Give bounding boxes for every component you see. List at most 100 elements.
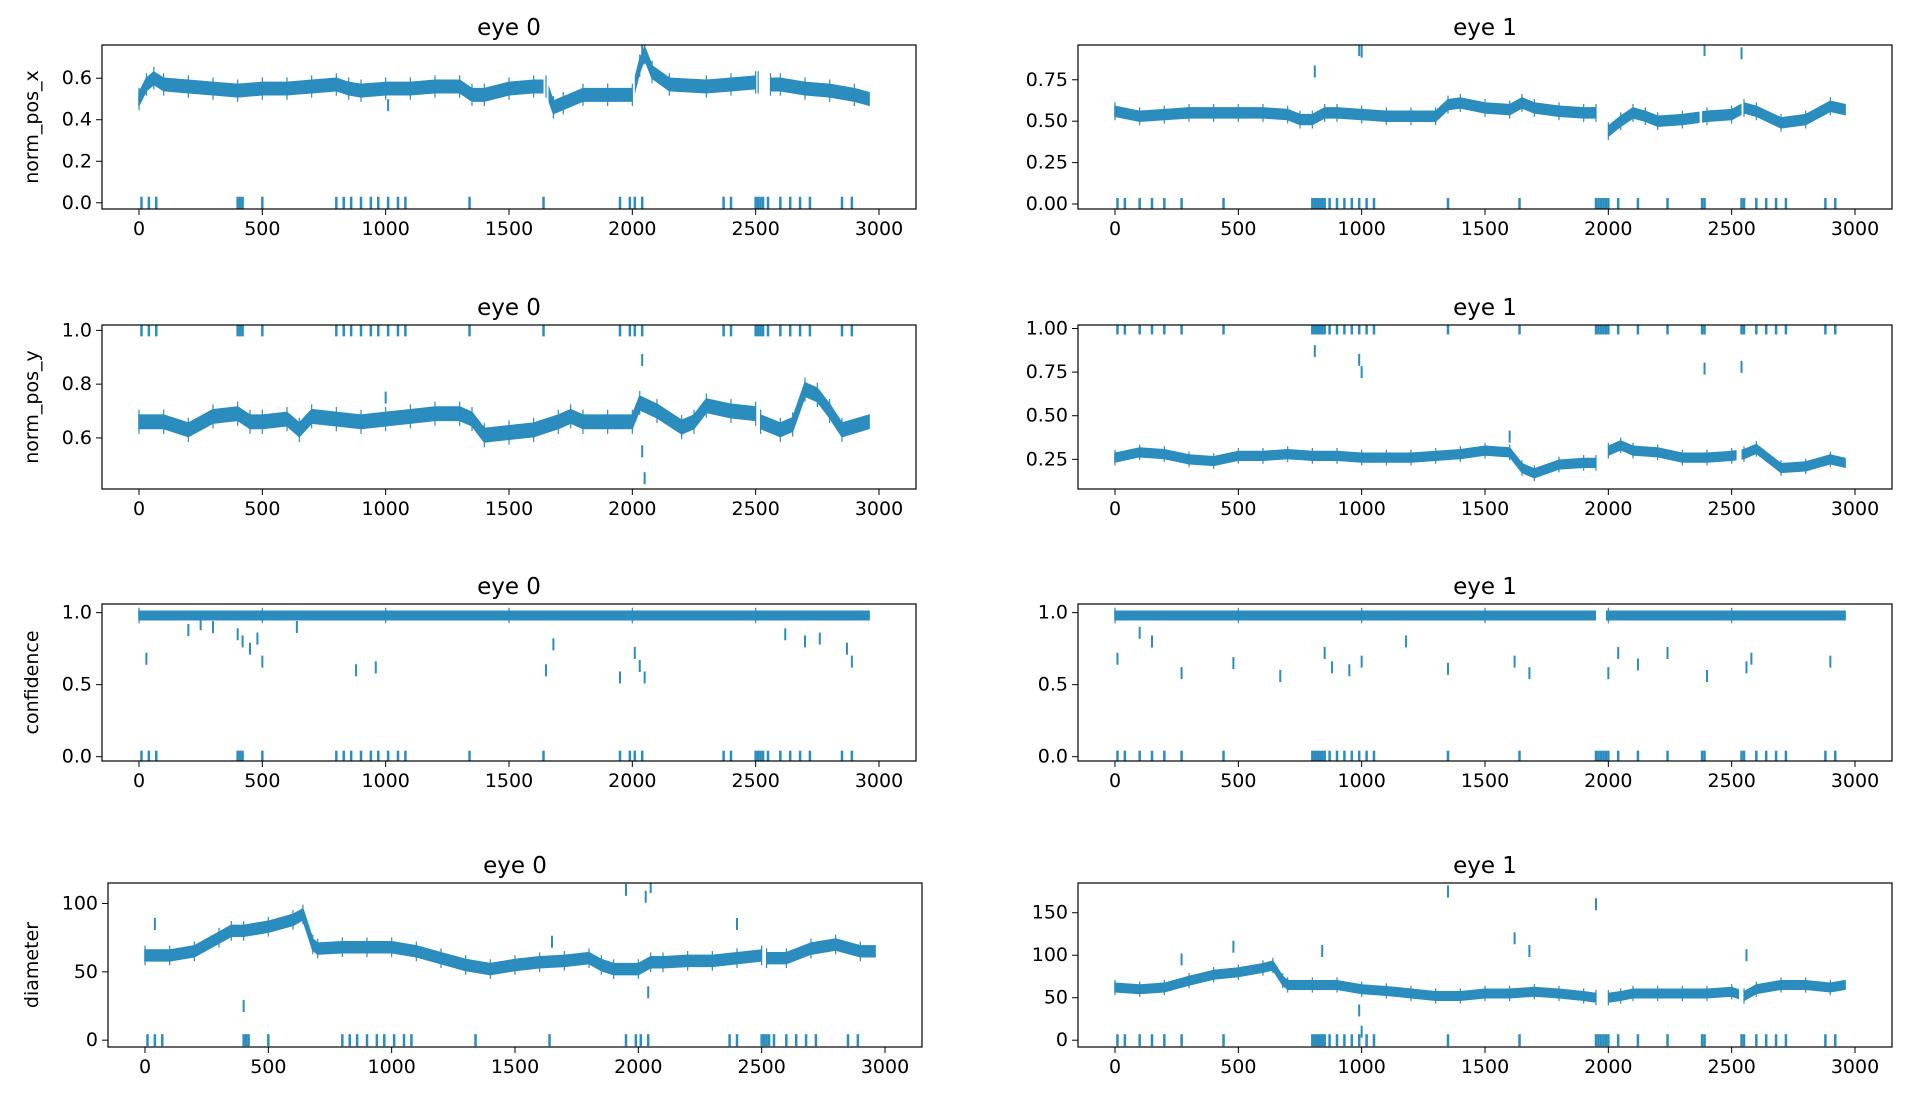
- plot-area: [1114, 325, 1846, 489]
- subplot-1: 0 500 1000 1500 2000 2500 3000 0.00 0.25 0.50 0.75…: [1026, 15, 1893, 240]
- subplot-title: eye 1: [1453, 15, 1517, 41]
- x-tick-label: 500: [244, 218, 280, 240]
- x-tick-label: 1000: [361, 218, 409, 240]
- x-tick-label: 1000: [361, 498, 409, 520]
- series-band: [1114, 97, 1846, 138]
- series-gap: [755, 362, 761, 463]
- series-band: [1114, 960, 1846, 1003]
- y-tick-label: 1.00: [1026, 317, 1068, 339]
- subplot-title: eye 1: [1453, 853, 1517, 879]
- series-gap: [632, 45, 635, 133]
- x-tick-label: 2000: [1584, 770, 1632, 792]
- y-tick-label: 0.50: [1026, 110, 1068, 132]
- series-band: [138, 610, 870, 621]
- x-tick-label: 1000: [1337, 770, 1385, 792]
- x-tick-label: 0: [133, 498, 145, 520]
- series-band: [144, 907, 876, 976]
- x-tick-label: 1500: [1461, 1056, 1509, 1078]
- x-tick-label: 2000: [608, 498, 656, 520]
- series-gap: [761, 892, 767, 991]
- series-gap: [1699, 83, 1703, 152]
- axes-frame: [1077, 603, 1893, 762]
- y-tick-label: 0.0: [1038, 746, 1068, 768]
- x-tick-label: 3000: [1831, 770, 1879, 792]
- y-tick-label: 150: [1032, 902, 1068, 924]
- subplot-0: 0 500 1000 1500 2000 2500 3000 0.0 0.2 0.4 0.6 eye …: [21, 15, 917, 240]
- series-band: [1114, 440, 1846, 479]
- axes-frame: [1077, 44, 1893, 210]
- y-tick-label: 0.25: [1026, 448, 1068, 470]
- series-gap: [1596, 427, 1609, 489]
- x-tick-label: 0: [133, 218, 145, 240]
- x-tick-label: 1500: [1461, 770, 1509, 792]
- y-tick-label: 1.0: [62, 602, 92, 624]
- series-band: [138, 45, 870, 115]
- y-tick-label: 0.8: [62, 373, 92, 395]
- plot-area: [1114, 885, 1846, 1047]
- y-tick-label: 0.2: [62, 150, 92, 172]
- series-band: [1114, 610, 1846, 621]
- y-tick-label: 0.6: [62, 67, 92, 89]
- x-tick-label: 2500: [737, 1056, 785, 1078]
- x-tick-label: 0: [133, 770, 145, 792]
- x-tick-label: 1500: [485, 770, 533, 792]
- y-tick-label: 1.0: [1038, 602, 1068, 624]
- x-tick-label: 2500: [1707, 498, 1755, 520]
- x-tick-label: 3000: [855, 770, 903, 792]
- y-tick-label: 0.5: [62, 674, 92, 696]
- y-axis-label: confidence: [21, 630, 43, 734]
- x-tick-label: 3000: [1831, 218, 1879, 240]
- subplot-title: eye 1: [1453, 295, 1517, 321]
- plot-area: [1114, 604, 1846, 761]
- plot-area: [144, 883, 876, 1047]
- subplot-4: 0 500 1000 1500 2000 2500 3000 0.0 0.5 1.0 eye 0 co…: [21, 574, 917, 792]
- x-tick-label: 0: [1109, 218, 1121, 240]
- series-gap: [1596, 948, 1609, 1015]
- axes-frame: [101, 603, 917, 762]
- y-tick-label: 0.75: [1026, 69, 1068, 91]
- y-tick-label: 0.00: [1026, 193, 1068, 215]
- x-tick-label: 500: [1220, 498, 1256, 520]
- x-tick-label: 2000: [608, 218, 656, 240]
- x-tick-label: 0: [1109, 1056, 1121, 1078]
- x-tick-label: 1000: [361, 770, 409, 792]
- x-tick-label: 1000: [1337, 1056, 1385, 1078]
- series-band: [138, 381, 870, 443]
- x-tick-label: 3000: [855, 218, 903, 240]
- y-axis-label: norm_pos_x: [21, 70, 43, 183]
- x-tick-label: 1500: [485, 498, 533, 520]
- x-tick-label: 1000: [1337, 498, 1385, 520]
- x-tick-label: 2000: [614, 1056, 662, 1078]
- y-axis-label: diameter: [21, 922, 43, 1008]
- y-tick-label: 0.6: [62, 427, 92, 449]
- subplot-title: eye 0: [477, 295, 541, 321]
- subplot-3: 0 500 1000 1500 2000 2500 3000 0.25 0.50 0.75 1.00…: [1026, 295, 1893, 520]
- y-tick-label: 0: [86, 1029, 98, 1051]
- x-tick-label: 500: [1220, 770, 1256, 792]
- subplot-5: 0 500 1000 1500 2000 2500 3000 0.0 0.5 1.0 eye 1: [1038, 574, 1893, 792]
- x-tick-label: 3000: [861, 1056, 909, 1078]
- x-tick-label: 2500: [1707, 1056, 1755, 1078]
- x-tick-label: 2000: [1584, 498, 1632, 520]
- y-tick-label: 100: [62, 893, 98, 915]
- plot-area: [138, 607, 870, 761]
- series-gap: [1739, 948, 1744, 1015]
- y-tick-label: 0.4: [62, 109, 92, 131]
- x-tick-label: 2000: [1584, 1056, 1632, 1078]
- x-tick-label: 1000: [367, 1056, 415, 1078]
- y-tick-label: 1.0: [62, 319, 92, 341]
- x-tick-label: 2500: [731, 498, 779, 520]
- x-tick-label: 3000: [855, 498, 903, 520]
- series-gap: [1596, 83, 1609, 152]
- x-tick-label: 500: [244, 770, 280, 792]
- subplot-title: eye 0: [477, 15, 541, 41]
- y-axis-label: norm_pos_y: [21, 350, 43, 463]
- axes-frame: [101, 324, 917, 490]
- subplot-title: eye 0: [477, 574, 541, 600]
- x-tick-label: 0: [1109, 498, 1121, 520]
- x-tick-label: 2500: [1707, 218, 1755, 240]
- x-tick-label: 0: [139, 1056, 151, 1078]
- y-tick-label: 0.0: [62, 746, 92, 768]
- series-gap: [1596, 604, 1606, 633]
